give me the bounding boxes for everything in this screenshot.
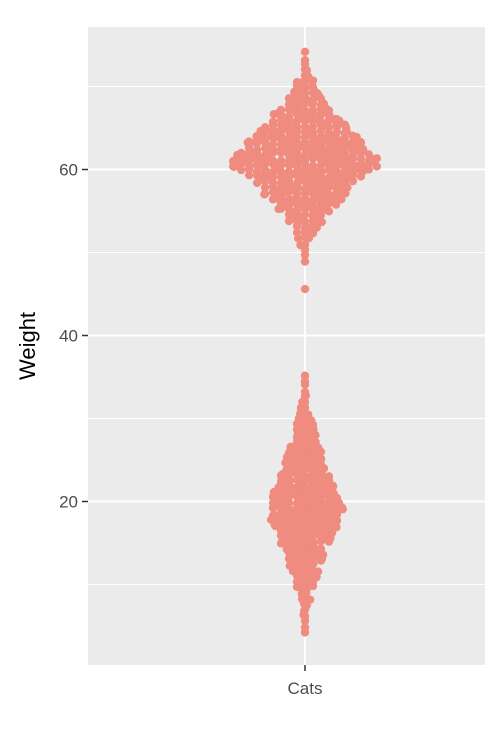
data-point: [308, 81, 317, 90]
data-point: [324, 537, 334, 546]
data-point: [307, 177, 317, 186]
data-point: [315, 92, 324, 101]
data-point: [300, 159, 310, 169]
y-tick-label: 60: [59, 161, 78, 180]
data-point: [253, 137, 262, 147]
y-tick-label: 20: [59, 493, 78, 512]
data-point: [244, 170, 254, 180]
data-point: [304, 234, 314, 243]
y-tick-label: 40: [59, 327, 78, 346]
data-point: [372, 162, 382, 171]
data-point: [276, 148, 286, 158]
data-point: [252, 178, 262, 188]
data-point: [337, 160, 347, 169]
data-point: [287, 143, 296, 152]
data-point: [311, 221, 321, 231]
data-point: [341, 189, 350, 198]
data-point: [324, 137, 334, 147]
data-point: [298, 576, 307, 586]
data-point: [322, 121, 332, 131]
data-point: [300, 250, 310, 260]
data-point: [337, 195, 346, 204]
data-point: [268, 120, 278, 130]
data-point: [300, 177, 310, 186]
data-point: [348, 176, 358, 186]
data-point: [338, 505, 347, 514]
data-point: [316, 126, 326, 135]
data-point: [246, 154, 255, 164]
data-point: [288, 554, 297, 563]
data-point: [292, 419, 302, 429]
data-point: [305, 114, 314, 124]
data-point: [300, 47, 310, 57]
data-point: [281, 481, 290, 490]
data-point: [306, 98, 315, 108]
y-axis: 20 40 60: [59, 161, 88, 512]
data-point: [308, 154, 318, 163]
data-point: [316, 536, 326, 546]
data-point: [273, 109, 283, 118]
data-point: [260, 190, 269, 199]
data-point: [331, 200, 341, 209]
data-point: [292, 116, 302, 125]
data-point: [316, 210, 326, 220]
data-point: [303, 226, 312, 236]
data-point: [304, 183, 314, 192]
data-point: [292, 81, 302, 90]
data-point: [305, 464, 314, 473]
data-point: [305, 436, 315, 445]
y-axis-title: Weight: [15, 312, 40, 380]
data-point: [290, 159, 299, 169]
data-point: [281, 458, 290, 467]
data-point: [254, 154, 264, 163]
data-point: [270, 520, 279, 530]
data-point: [292, 188, 302, 198]
x-tick-label: Cats: [288, 679, 323, 698]
data-point: [356, 172, 366, 181]
data-point: [300, 257, 310, 266]
data-point: [229, 162, 238, 171]
data-point: [301, 391, 311, 400]
minor-gridlines: [88, 86, 485, 585]
data-points: [228, 47, 382, 637]
data-point: [364, 150, 374, 159]
data-point: [268, 503, 278, 513]
data-point: [298, 587, 308, 597]
data-point: [292, 221, 302, 231]
data-point: [300, 628, 310, 637]
data-point: [317, 554, 327, 564]
data-point: [289, 458, 298, 467]
data-point: [294, 176, 303, 185]
data-point: [370, 154, 379, 164]
data-point: [263, 143, 272, 152]
data-point: [260, 183, 270, 192]
data-point: [236, 165, 246, 175]
data-point: [244, 148, 254, 157]
x-axis: Cats: [288, 665, 323, 698]
data-point: [306, 525, 316, 535]
data-point: [328, 481, 338, 491]
data-point: [308, 480, 317, 490]
data-point: [300, 616, 310, 626]
data-point: [279, 137, 288, 146]
data-point-outlier: [300, 284, 310, 294]
data-point: [306, 560, 316, 569]
data-point: [316, 193, 326, 203]
data-point: [293, 234, 303, 243]
data-point: [293, 543, 302, 552]
data-point: [300, 165, 310, 175]
data-point: [284, 216, 294, 226]
data-point: [274, 204, 283, 214]
data-point: [300, 380, 310, 389]
data-point: [260, 177, 270, 186]
